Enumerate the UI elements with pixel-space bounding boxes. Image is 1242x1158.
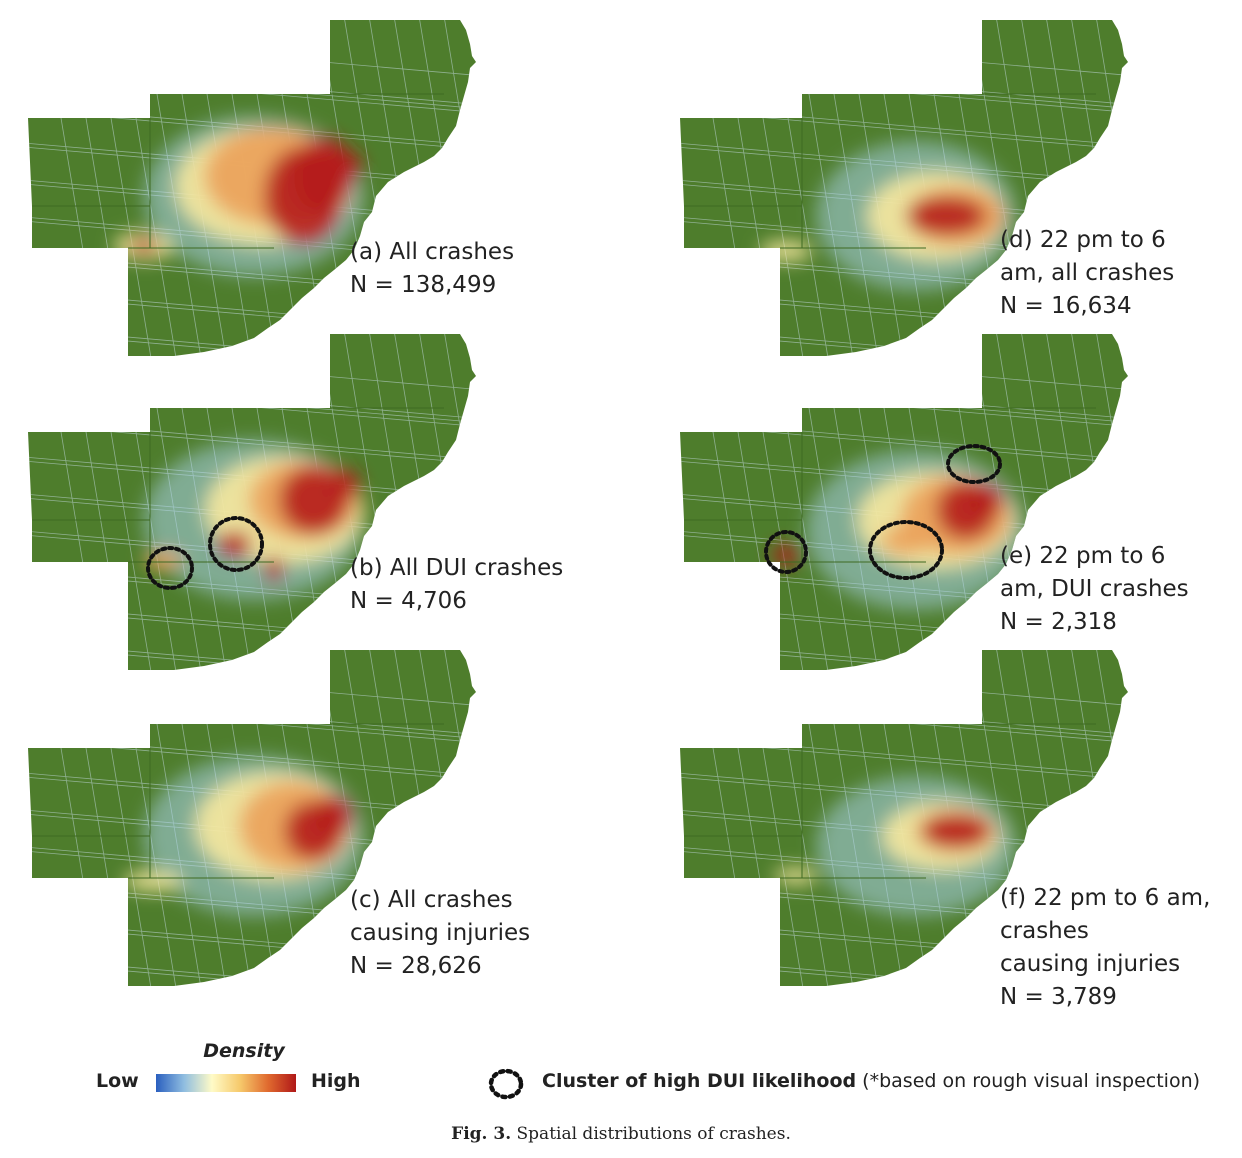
- figure-caption: Fig. 3. Spatial distributions of crashes…: [0, 1124, 1242, 1144]
- panel-e-label-line: N = 2,318: [1000, 609, 1117, 635]
- heat-blob: [328, 469, 360, 501]
- density-legend-low: Low: [96, 1070, 139, 1092]
- heat-blob: [906, 196, 986, 236]
- cluster-legend-label: Cluster of high DUI likelihood: [542, 1070, 857, 1092]
- panel-b-label: (b) All DUI crashes N = 4,706: [350, 552, 563, 618]
- heat-blob: [326, 150, 362, 182]
- heat-blob: [130, 238, 158, 254]
- panel-a-label: (a) All crashes N = 138,499: [350, 236, 514, 302]
- heat-blob: [264, 556, 284, 584]
- dotted-circle-icon: [488, 1068, 524, 1100]
- panel-c-label: (c) All crashes causing injuries N = 28,…: [350, 884, 530, 983]
- dui-cluster-circle: [146, 546, 194, 590]
- county-boundaries-d: [680, 93, 1096, 249]
- heat-blob: [881, 525, 931, 555]
- panel-e-label-line: am, DUI crashes: [1000, 576, 1189, 602]
- panel-d-label: (d) 22 pm to 6 am, all crashes N = 16,63…: [1000, 224, 1174, 323]
- density-heatmap-f: [774, 776, 1016, 916]
- dui-cluster-circle: [764, 530, 808, 574]
- heat-blob: [774, 868, 818, 884]
- map-panel-b: [28, 334, 476, 670]
- county-boundaries-f: [680, 723, 1096, 879]
- map-panel-d: [680, 20, 1128, 356]
- panel-a-label-line: (a) All crashes: [350, 239, 515, 265]
- panel-a-label-line: N = 138,499: [350, 272, 497, 298]
- heat-blob: [314, 794, 354, 838]
- map-panel-c: [28, 650, 476, 986]
- panel-b-label-line: N = 4,706: [350, 588, 467, 614]
- heat-blob: [760, 241, 812, 261]
- density-heatmap-c: [124, 756, 364, 916]
- panel-c-label-line: N = 28,626: [350, 953, 482, 979]
- panel-e-label: (e) 22 pm to 6 am, DUI crashes N = 2,318: [1000, 540, 1189, 639]
- panel-e-label-line: (e) 22 pm to 6: [1000, 543, 1166, 569]
- density-gradient-bar: [156, 1074, 296, 1092]
- panel-f-label-line: (f) 22 pm to 6 am,: [1000, 885, 1211, 911]
- heat-blob: [124, 871, 184, 891]
- panel-c-label-line: (c) All crashes: [350, 887, 513, 913]
- panel-d-label-line: N = 16,634: [1000, 293, 1132, 319]
- heat-blob: [921, 813, 991, 849]
- density-heatmap-d: [760, 141, 1016, 291]
- figure-caption-label: Fig. 3.: [451, 1124, 512, 1144]
- map-panel-f: [680, 650, 1128, 986]
- cluster-legend-text: Cluster of high DUI likelihood (*based o…: [542, 1070, 1200, 1092]
- heat-blob: [216, 531, 252, 559]
- heat-blob: [772, 545, 800, 565]
- dui-cluster-circle: [208, 516, 264, 572]
- heat-blob: [968, 482, 1004, 518]
- panel-a-heat: [28, 20, 476, 356]
- cluster-legend: Cluster of high DUI likelihood (*based o…: [484, 1064, 1224, 1104]
- density-legend-high: High: [311, 1070, 361, 1092]
- panel-f-label-line: causing injuries: [1000, 951, 1181, 977]
- panel-b-label-line: (b) All DUI crashes: [350, 555, 564, 581]
- county-boundaries-a: [28, 93, 444, 249]
- county-boundaries-c: [28, 723, 444, 879]
- panel-f-label: (f) 22 pm to 6 am, crashes causing injur…: [1000, 882, 1210, 1014]
- density-legend-title: Density: [203, 1040, 285, 1062]
- map-panel-a: [28, 20, 476, 356]
- dui-cluster-circle: [868, 520, 944, 580]
- density-heatmap-e: [772, 450, 1026, 610]
- county-boundaries-b: [28, 407, 444, 563]
- map-panel-e: [680, 334, 1128, 670]
- dui-cluster-circle: [946, 444, 1002, 484]
- density-heatmap-a: [114, 116, 364, 276]
- density-heatmap-b: [144, 440, 364, 600]
- panel-d-label-line: (d) 22 pm to 6: [1000, 227, 1166, 253]
- panel-f-label-line: N = 3,789: [1000, 984, 1117, 1010]
- cluster-legend-note: (*based on rough visual inspection): [856, 1070, 1201, 1092]
- panel-f-label-line: crashes: [1000, 918, 1089, 944]
- density-legend: Density Low High: [96, 1040, 396, 1100]
- panel-c-label-line: causing injuries: [350, 920, 531, 946]
- panel-d-label-line: am, all crashes: [1000, 260, 1175, 286]
- figure-caption-text: Spatial distributions of crashes.: [511, 1124, 791, 1144]
- panel-b-heat: [28, 334, 476, 670]
